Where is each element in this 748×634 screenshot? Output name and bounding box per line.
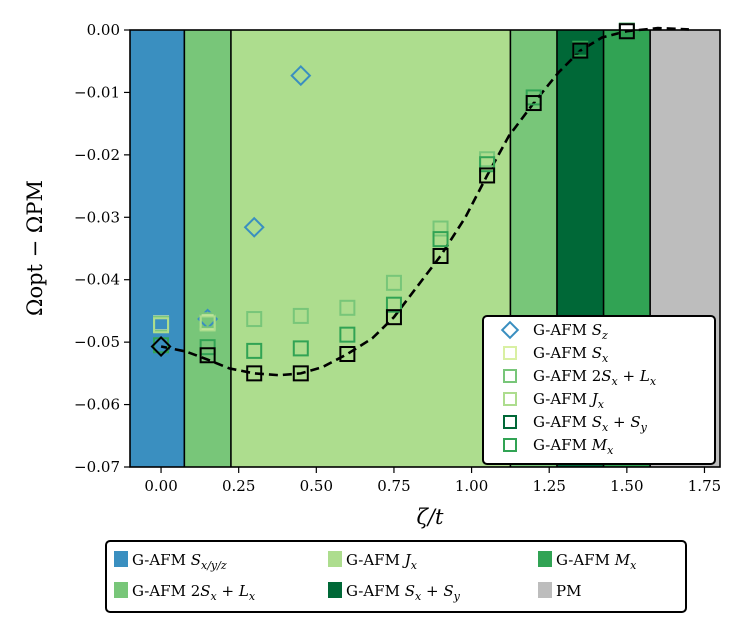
series-5-point-1 <box>199 339 216 356</box>
bottom-legend-swatch-3 <box>114 582 128 598</box>
inner-legend-label-4: G-AFM Sx + Sy <box>533 413 648 434</box>
inner-legend-marker-2 <box>503 369 517 383</box>
optimal-point-2 <box>246 365 263 382</box>
bottom-legend-swatch-5 <box>538 582 552 598</box>
bottom-legend-label-4: G-AFM Sx + Sy <box>346 582 461 603</box>
phase-region-0 <box>130 30 185 467</box>
data-markers <box>150 22 635 382</box>
series-2-point-3 <box>292 307 309 324</box>
optimal-point-1 <box>199 347 216 364</box>
series-5-point-2 <box>246 342 263 359</box>
optimal-point-10 <box>618 23 635 40</box>
optimal-point-8 <box>525 95 542 112</box>
optimal-point-6 <box>432 247 449 264</box>
series-3-point-1 <box>199 315 216 332</box>
bottom-legend-label-0: G-AFM Sx/y/z <box>132 551 227 572</box>
plot-frame <box>129 29 721 468</box>
optimal-point-7 <box>479 167 496 184</box>
series-0-point-2 <box>243 216 265 238</box>
inner-legend: G-AFM SzG-AFM SxG-AFM 2Sx + LxG-AFM JxG-… <box>482 315 716 465</box>
y-axis-ticks: 0.00 −0.01 −0.02 −0.03 −0.04 −0.05 −0.06 −0.07 <box>74 21 130 476</box>
x-tick-label-6: 1.50 <box>610 477 643 495</box>
bottom-legend-swatch-0 <box>114 551 128 567</box>
optimal-point-3 <box>292 365 309 382</box>
optimal-point-4 <box>339 346 356 363</box>
series-2-point-5 <box>385 274 402 291</box>
inner-legend-label-2: G-AFM 2Sx + Lx <box>533 367 657 388</box>
bottom-legend-label-5: PM <box>556 582 581 600</box>
series-0-point-3 <box>290 65 312 87</box>
inner-legend-label-5: G-AFM Mx <box>533 436 614 457</box>
series-5-point-4 <box>339 326 356 343</box>
x-tick-label-7: 1.75 <box>688 477 721 495</box>
bottom-legend: G-AFM Sx/y/z G-AFM Jx G-AFM Mx G-AFM 2Sx + … <box>105 540 687 613</box>
inner-legend-marker-1 <box>503 346 517 360</box>
series-2-point-4 <box>339 299 356 316</box>
inner-legend-marker-4 <box>503 415 517 429</box>
y-tick-label-1: −0.01 <box>74 83 120 101</box>
y-tick-label-6: −0.06 <box>74 396 120 414</box>
inner-legend-marker-3 <box>503 392 517 406</box>
axis-labels: ζ/t Ωopt − ΩPM <box>23 180 444 529</box>
x-tick-label-5: 1.25 <box>533 477 566 495</box>
axes-box <box>129 29 721 468</box>
x-axis-label: ζ/t <box>417 505 444 529</box>
series-5-point-5 <box>385 296 402 313</box>
inner-legend-box <box>482 315 716 465</box>
x-axis-ticks: 0.00 0.25 0.50 0.75 1.00 1.25 1.50 1.75 <box>144 467 721 495</box>
y-axis-label: Ωopt − ΩPM <box>23 180 47 316</box>
inner-legend-marker-0 <box>500 320 520 340</box>
y-tick-label-0: 0.00 <box>87 21 120 39</box>
bottom-legend-label-2: G-AFM Mx <box>556 551 637 572</box>
optimal-point-0 <box>150 335 172 358</box>
phase-region-1 <box>184 30 231 467</box>
x-tick-label-4: 1.00 <box>455 477 488 495</box>
y-tick-label-4: −0.04 <box>74 271 120 289</box>
inner-legend-label-3: G-AFM Jx <box>533 390 605 411</box>
phase-region-2 <box>230 30 511 467</box>
x-tick-label-0: 0.00 <box>144 477 177 495</box>
series-3-point-0 <box>153 317 170 334</box>
optimal-point-9 <box>572 42 589 59</box>
series-5-point-7 <box>479 156 496 173</box>
series-5-point-6 <box>432 231 449 248</box>
x-tick-label-2: 0.50 <box>300 477 333 495</box>
optimal-point-5 <box>385 309 402 326</box>
series-2-point-2 <box>246 311 263 328</box>
y-tick-label-3: −0.03 <box>74 208 120 226</box>
x-tick-label-3: 0.75 <box>377 477 410 495</box>
inner-legend-marker-5 <box>503 438 517 452</box>
x-tick-label-1: 0.25 <box>222 477 255 495</box>
series-5-point-3 <box>292 340 309 357</box>
bottom-legend-swatch-1 <box>328 551 342 567</box>
inner-legend-label-0: G-AFM Sz <box>533 321 608 342</box>
bottom-legend-label-1: G-AFM Jx <box>346 551 418 572</box>
y-tick-label-7: −0.07 <box>74 458 120 476</box>
bottom-legend-swatch-2 <box>538 551 552 567</box>
series-2-point-6 <box>432 220 449 237</box>
y-tick-label-2: −0.02 <box>74 146 120 164</box>
bottom-legend-label-3: G-AFM 2Sx + Lx <box>132 582 256 603</box>
inner-legend-label-1: G-AFM Sx <box>533 344 609 365</box>
y-tick-label-5: −0.05 <box>74 333 120 351</box>
bottom-legend-swatch-4 <box>328 582 342 598</box>
